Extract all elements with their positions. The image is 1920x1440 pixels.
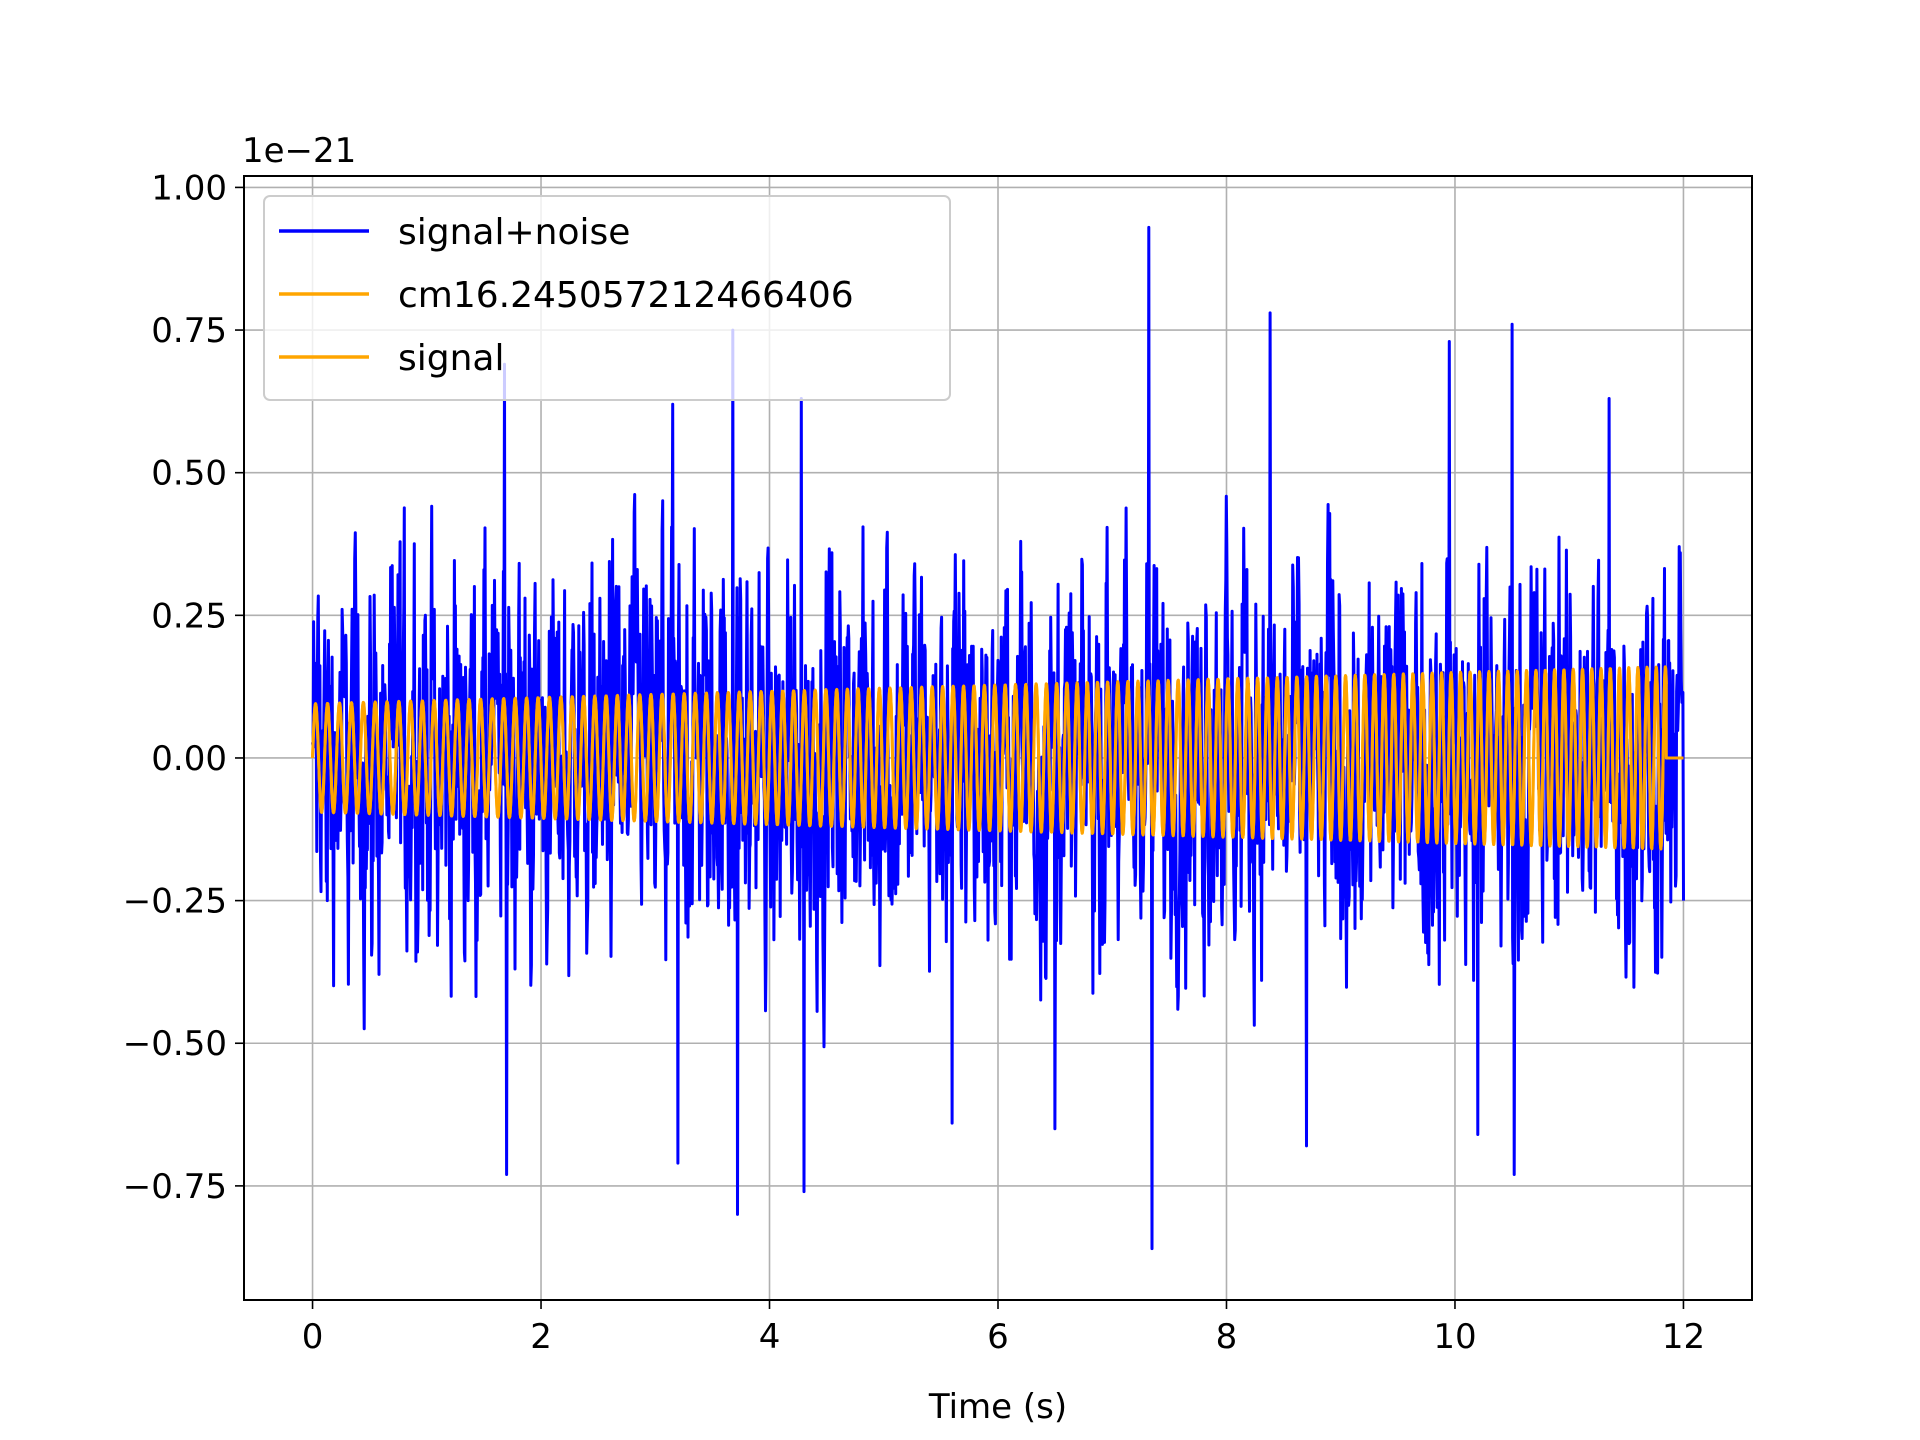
legend-label: cm16.245057212466406 bbox=[398, 275, 854, 316]
y-tick-label: −0.25 bbox=[123, 882, 227, 922]
y-tick-label: 1.00 bbox=[151, 168, 227, 208]
legend-label: signal bbox=[398, 338, 505, 379]
y-tick-label: 0.00 bbox=[151, 739, 227, 779]
series-line-signal bbox=[311, 665, 1684, 851]
x-axis-label: Time (s) bbox=[928, 1387, 1067, 1427]
y-tick-label: 0.25 bbox=[151, 596, 227, 636]
x-tick-label: 12 bbox=[1662, 1317, 1705, 1357]
x-tick-label: 8 bbox=[1216, 1317, 1238, 1357]
y-offset-label: 1e−21 bbox=[242, 131, 356, 171]
legend-label: signal+noise bbox=[398, 212, 630, 253]
x-tick-label: 6 bbox=[987, 1317, 1009, 1357]
x-tick-label: 10 bbox=[1433, 1317, 1476, 1357]
legend-box bbox=[263, 195, 951, 401]
y-tick-label: −0.75 bbox=[123, 1167, 227, 1207]
x-axis: 0 2 4 6 8 10 12 bbox=[302, 1300, 1705, 1357]
y-axis: −0.75 −0.50 −0.25 0.00 0.25 0.50 0.75 1.00 bbox=[123, 168, 244, 1207]
y-tick-label: −0.50 bbox=[123, 1024, 227, 1064]
y-tick-label: 0.50 bbox=[151, 454, 227, 494]
x-tick-label: 2 bbox=[530, 1317, 552, 1357]
x-tick-label: 0 bbox=[302, 1317, 324, 1357]
x-tick-label: 4 bbox=[759, 1317, 781, 1357]
legend: signal+noise cm16.245057212466406 signal bbox=[263, 195, 951, 401]
series-layer bbox=[311, 225, 1685, 1251]
y-tick-label: 0.75 bbox=[151, 311, 227, 351]
